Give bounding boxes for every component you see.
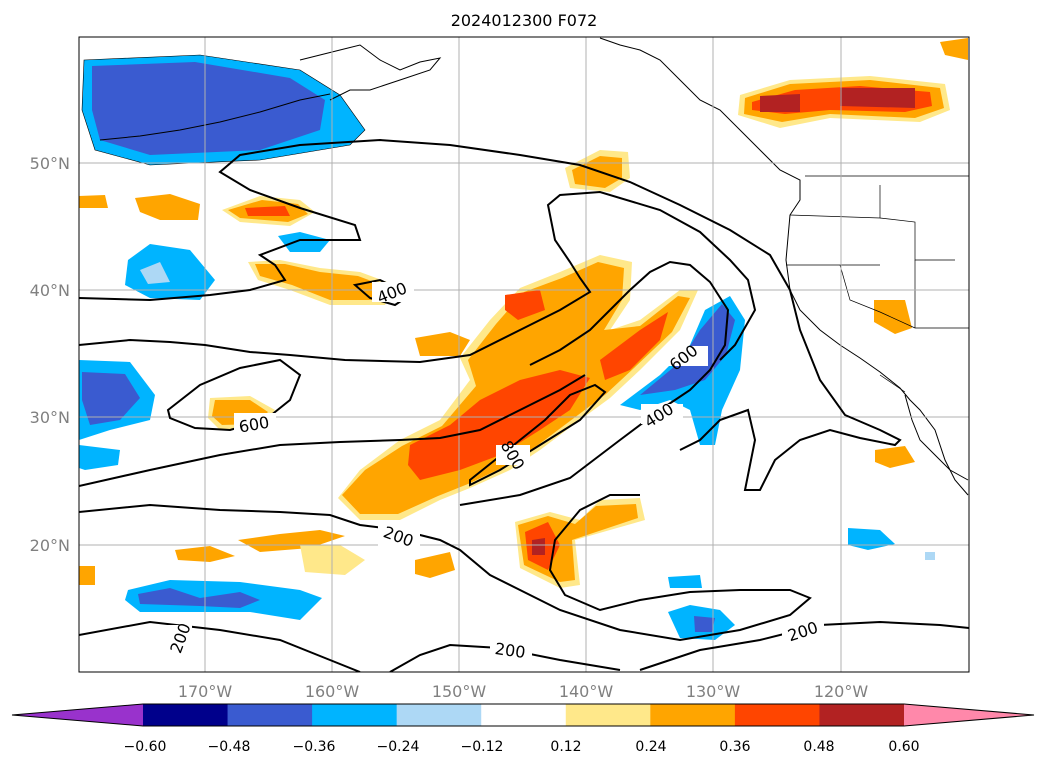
colorbar-tick-label: 0.12 xyxy=(550,739,581,755)
lat-tick-label: 20°N xyxy=(30,536,70,555)
map-title: 2024012300 F072 xyxy=(451,11,598,30)
colorbar-tick-label: −0.48 xyxy=(208,739,251,755)
contour-label: 200 xyxy=(494,639,527,662)
coastline xyxy=(99,37,969,496)
colorbar-segment xyxy=(227,704,313,726)
map-frame xyxy=(78,36,970,673)
map-panel: 400 600 600 400 800 200 200 200 200 xyxy=(79,37,969,672)
colorbar-segment xyxy=(565,704,651,726)
colorbar-outline xyxy=(11,703,1035,727)
lon-tick-label: 160°W xyxy=(305,682,360,701)
colorbar-extend-min xyxy=(12,704,143,726)
colorbar-extend-max xyxy=(904,704,1034,726)
colorbar xyxy=(11,703,1035,727)
colorbar-segment xyxy=(819,704,905,726)
lon-tick-label: 130°W xyxy=(686,682,741,701)
colorbar-tick-label: −0.24 xyxy=(377,739,420,755)
colorbar-tick-label: −0.60 xyxy=(124,739,167,755)
lat-tick-label: 30°N xyxy=(30,408,70,427)
colorbar-tick-label: −0.12 xyxy=(461,739,504,755)
height-contours xyxy=(79,138,969,672)
colorbar-tick-label: −0.36 xyxy=(293,739,336,755)
colorbar-tick-label: 0.48 xyxy=(803,739,834,755)
lat-axis: 50°N 40°N 30°N 20°N xyxy=(30,154,70,555)
colorbar-segment xyxy=(481,704,567,726)
lat-tick-label: 40°N xyxy=(30,281,70,300)
shaded-field xyxy=(79,38,968,640)
lon-tick-label: 140°W xyxy=(559,682,614,701)
lon-axis: 170°W 160°W 150°W 140°W 130°W 120°W xyxy=(178,682,869,701)
lon-tick-label: 170°W xyxy=(178,682,233,701)
lon-tick-label: 120°W xyxy=(814,682,869,701)
lon-tick-label: 150°W xyxy=(432,682,487,701)
colorbar-segment xyxy=(396,704,482,726)
colorbar-segment xyxy=(143,704,229,726)
colorbar-tick-label: 0.36 xyxy=(719,739,750,755)
lat-tick-label: 50°N xyxy=(30,154,70,173)
colorbar-tick-labels: −0.60 −0.48 −0.36 −0.24 −0.12 0.12 0.24 … xyxy=(124,739,920,755)
colorbar-segment xyxy=(312,704,398,726)
colorbar-segment xyxy=(650,704,736,726)
borders xyxy=(786,175,969,393)
colorbar-tick-label: 0.24 xyxy=(635,739,666,755)
colorbar-segment xyxy=(734,704,820,726)
gridlines xyxy=(79,37,969,672)
colorbar-tick-label: 0.60 xyxy=(888,739,919,755)
